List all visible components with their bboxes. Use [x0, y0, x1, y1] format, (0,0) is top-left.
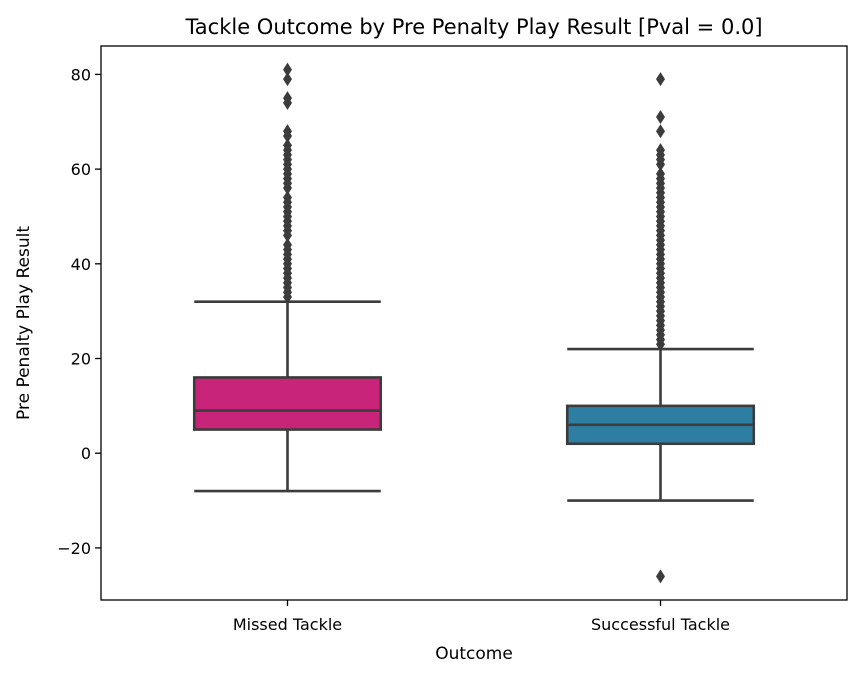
y-tick-label: 0 [81, 444, 91, 463]
box-group-missed-tackle [192, 62, 383, 493]
box-group-successful-tackle [565, 72, 756, 584]
outlier-point [656, 166, 665, 181]
iqr-box [192, 376, 383, 431]
x-axis: Missed Tackle Successful Tackle [233, 600, 730, 634]
outlier-point [283, 62, 292, 77]
y-tick-label: 80 [71, 65, 91, 84]
outlier-point [283, 138, 292, 153]
outlier-point [283, 124, 292, 139]
x-tick-label: Missed Tackle [233, 615, 342, 634]
outlier-point [283, 91, 292, 106]
y-axis: −20 0 20 40 60 80 [57, 65, 101, 558]
x-axis-label: Outcome [435, 644, 513, 664]
outlier-point [656, 143, 665, 158]
outlier-point [283, 237, 292, 252]
y-tick-label: 40 [71, 255, 91, 274]
plot-area [192, 62, 756, 584]
outlier-point [656, 110, 665, 125]
outlier-point [656, 72, 665, 87]
outlier-point [656, 569, 665, 584]
outlier-point [656, 124, 665, 139]
outlier-point [283, 72, 292, 87]
y-tick-label: 60 [71, 160, 91, 179]
y-tick-label: 20 [71, 350, 91, 369]
y-tick-label: −20 [57, 539, 91, 558]
outlier-point [283, 190, 292, 205]
plot-frame [100, 45, 848, 601]
chart-title: Tackle Outcome by Pre Penalty Play Resul… [184, 15, 762, 39]
y-axis-label: Pre Penalty Play Result [14, 226, 34, 420]
x-tick-label: Successful Tackle [591, 615, 730, 634]
